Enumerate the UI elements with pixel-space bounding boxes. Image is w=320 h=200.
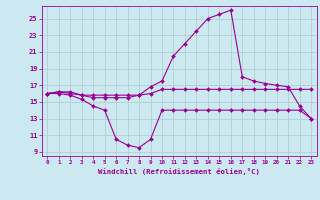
X-axis label: Windchill (Refroidissement éolien,°C): Windchill (Refroidissement éolien,°C)	[98, 168, 260, 175]
